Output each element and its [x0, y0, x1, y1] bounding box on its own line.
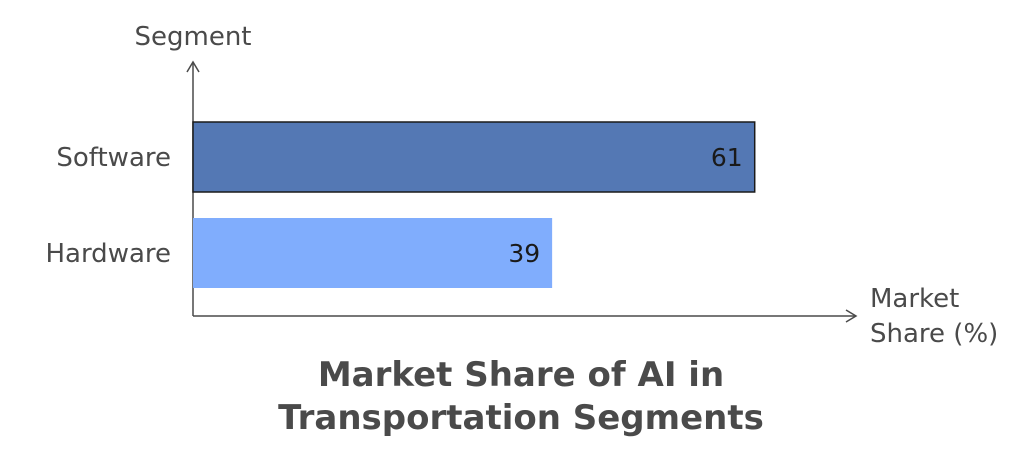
y-axis-arrow — [186, 60, 200, 73]
value-label-hardware: 39 — [508, 239, 540, 268]
tick-label-hardware: Hardware — [45, 239, 171, 269]
chart-title-line-1: Market Share of AI in — [318, 355, 724, 395]
bar-software — [192, 121, 756, 193]
bar-hardware — [193, 218, 553, 288]
x-axis-title-line-2: Share (%) — [870, 319, 998, 349]
chart-title-line-2: Transportation Segments — [278, 398, 764, 438]
x-axis-arrow — [845, 309, 858, 323]
bars-layer: 61 Software 39 Hardware — [45, 121, 756, 288]
x-axis-title-line-1: Market — [870, 284, 959, 314]
value-label-software: 61 — [711, 143, 743, 172]
tick-label-software: Software — [56, 143, 171, 173]
y-axis-title: Segment — [135, 22, 252, 52]
